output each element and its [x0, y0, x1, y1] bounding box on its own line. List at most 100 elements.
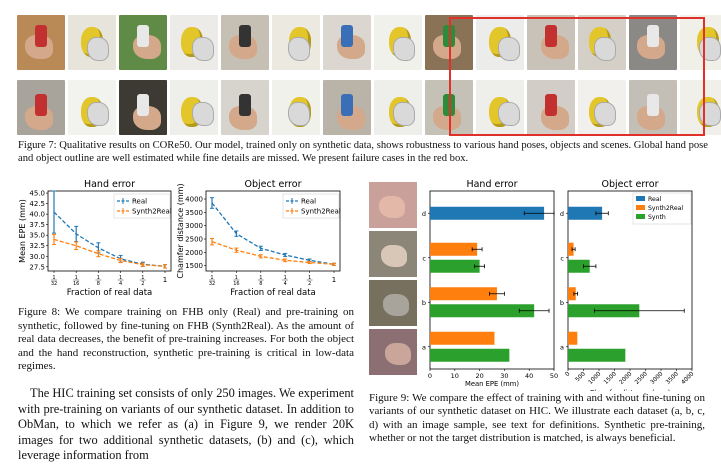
- qualitative-result-thumbnail: [170, 80, 218, 135]
- legend-entry: Synth2Real: [301, 208, 341, 216]
- chart-title: Hand error: [84, 179, 135, 190]
- y-tick-label: a: [422, 343, 426, 351]
- qualitative-result-thumbnail: [629, 80, 677, 135]
- x-tick-label: 1: [308, 275, 311, 281]
- hand-mesh-render: [594, 37, 616, 61]
- hand-mesh-render: [288, 102, 310, 126]
- figure-7-image-grid: [0, 0, 721, 140]
- x-tick-label: 1: [210, 275, 213, 281]
- legend-entry: Synth: [648, 214, 666, 221]
- qualitative-result-thumbnail: [68, 80, 116, 135]
- qualitative-result-thumbnail: [476, 15, 524, 70]
- object-photo: [137, 94, 149, 116]
- y-tick-label: c: [560, 254, 564, 262]
- x-tick-label: 1: [119, 275, 122, 281]
- x-tick-label: 16: [233, 281, 239, 287]
- y-tick-label: 42.5: [29, 200, 45, 208]
- y-axis-label: Chamfer distance (mm): [176, 183, 185, 278]
- qualitative-result-thumbnail: [680, 15, 721, 70]
- y-tick-label: a: [560, 343, 564, 351]
- plot-frame: [429, 190, 555, 370]
- object-photo: [239, 25, 251, 47]
- bar: [430, 259, 480, 273]
- qualitative-result-thumbnail: [374, 15, 422, 70]
- bar: [568, 206, 603, 220]
- figure-8-object-error-chart: Object error1500200025003000350040001321…: [176, 179, 341, 298]
- x-tick-label: 1: [75, 275, 78, 281]
- plot-frame: [205, 190, 341, 272]
- x-tick-label: 2000: [619, 371, 634, 386]
- series-line: [53, 211, 166, 268]
- qualitative-result-thumbnail: [629, 15, 677, 70]
- x-tick-label: 1: [163, 276, 167, 284]
- qualitative-result-thumbnail: [578, 80, 626, 135]
- y-tick-label: d: [560, 210, 564, 218]
- qualitative-result-thumbnail: [68, 15, 116, 70]
- x-tick-label: 8: [97, 281, 100, 287]
- x-tick-label: 0: [428, 372, 432, 380]
- qualitative-result-thumbnail: [272, 80, 320, 135]
- x-tick-label: 16: [73, 281, 79, 287]
- legend-entry: Real: [132, 198, 147, 206]
- bar: [568, 287, 576, 301]
- x-tick-label: 1: [97, 275, 100, 281]
- bar: [568, 259, 590, 273]
- y-tick-label: 1500: [185, 262, 203, 270]
- qualitative-result-thumbnail: [221, 15, 269, 70]
- x-tick-label: 8: [259, 281, 262, 287]
- x-tick-label: 3000: [650, 371, 665, 386]
- hand-mesh-render: [192, 37, 214, 61]
- dataset-sample-image: [369, 329, 417, 375]
- qualitative-result-thumbnail: [221, 80, 269, 135]
- y-tick-label: 2000: [185, 249, 203, 257]
- qualitative-result-thumbnail: [17, 15, 65, 70]
- y-tick-label: 37.5: [29, 221, 45, 229]
- object-photo: [545, 25, 557, 47]
- y-axis-label: Mean EPE (mm): [18, 199, 27, 263]
- qualitative-result-thumbnail: [272, 15, 320, 70]
- y-tick-label: b: [560, 299, 564, 307]
- qualitative-result-thumbnail: [323, 15, 371, 70]
- x-tick-label: 32: [51, 281, 57, 287]
- y-tick-label: 32.5: [29, 242, 45, 250]
- x-tick-label: 1: [284, 275, 287, 281]
- x-tick-label: 30: [500, 372, 508, 380]
- qualitative-result-thumbnail: [527, 15, 575, 70]
- qualitative-result-thumbnail: [374, 80, 422, 135]
- object-photo: [137, 25, 149, 47]
- x-tick-label: 10: [451, 372, 459, 380]
- figure-9-hand-error-chart: Hand error d c b a 0 10 20 30 40 50 Mean EPE (mm): [422, 179, 558, 388]
- y-tick-label: 3000: [185, 222, 203, 230]
- legend-entry: Synth2Real: [132, 208, 172, 216]
- qualitative-result-thumbnail: [527, 80, 575, 135]
- hand-mesh-render: [393, 37, 415, 61]
- hand-mesh-render: [288, 37, 310, 61]
- y-tick-label: 27.5: [29, 263, 45, 271]
- qualitative-result-thumbnail: [170, 15, 218, 70]
- body-paragraph: The HIC training set consists of only 25…: [18, 386, 354, 463]
- bar: [430, 348, 510, 362]
- chart-title: Hand error: [466, 179, 517, 190]
- x-tick-label: 1500: [603, 371, 618, 386]
- bar: [568, 348, 626, 362]
- x-tick-label: 32: [209, 281, 215, 287]
- hand-mesh-render: [87, 102, 109, 126]
- figure-9-images: [369, 182, 419, 382]
- y-tick-label: 3500: [185, 209, 203, 217]
- figure-9-caption: Figure 9: We compare the effect of train…: [369, 392, 705, 445]
- x-axis-label: Mean EPE (mm): [465, 380, 519, 388]
- qualitative-result-thumbnail: [578, 15, 626, 70]
- x-tick-label: 1: [141, 275, 144, 281]
- x-tick-label: 0: [565, 371, 572, 378]
- object-photo: [647, 25, 659, 47]
- object-photo: [545, 94, 557, 116]
- hand-photo: [385, 343, 411, 365]
- hand-photo: [381, 245, 407, 267]
- bar: [430, 206, 545, 220]
- series-line: [211, 202, 335, 265]
- object-photo: [35, 94, 47, 116]
- y-tick-label: 35.0: [29, 232, 45, 240]
- bar: [430, 242, 478, 256]
- hand-mesh-render: [498, 102, 520, 126]
- qualitative-result-thumbnail: [323, 80, 371, 135]
